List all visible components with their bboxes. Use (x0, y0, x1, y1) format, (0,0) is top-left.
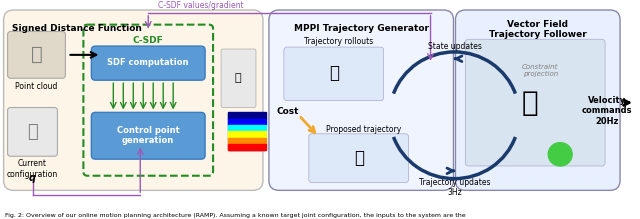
Text: SDF computation: SDF computation (108, 58, 189, 67)
Text: Point cloud: Point cloud (15, 82, 58, 91)
FancyBboxPatch shape (456, 10, 620, 190)
Text: Trajectory rollouts: Trajectory rollouts (304, 37, 373, 46)
FancyBboxPatch shape (92, 46, 205, 80)
Bar (228, 125, 266, 131)
Text: 🖼: 🖼 (31, 45, 42, 64)
Text: q: q (29, 173, 36, 183)
Bar (228, 138, 266, 144)
Text: Control point
generation: Control point generation (117, 126, 180, 145)
FancyBboxPatch shape (8, 108, 58, 156)
Text: Fig. 2: Overview of our online motion planning architecture (RAMP). Assuming a k: Fig. 2: Overview of our online motion pl… (4, 213, 465, 218)
FancyBboxPatch shape (228, 112, 266, 151)
Text: Vector Field
Trajectory Follower: Vector Field Trajectory Follower (489, 20, 587, 39)
Text: 🤖: 🤖 (235, 73, 241, 83)
Text: Constraint
projection: Constraint projection (522, 64, 559, 77)
FancyBboxPatch shape (269, 10, 454, 190)
Text: MPPI Trajectory Generator: MPPI Trajectory Generator (294, 24, 429, 33)
Bar (228, 112, 266, 119)
FancyBboxPatch shape (309, 134, 408, 183)
FancyBboxPatch shape (8, 32, 65, 78)
Text: 🤖: 🤖 (27, 123, 38, 141)
Text: 🦾: 🦾 (522, 89, 539, 117)
Text: Current
configuration: Current configuration (7, 159, 58, 178)
Bar (228, 131, 266, 138)
Circle shape (548, 143, 572, 166)
Text: 🤖: 🤖 (354, 149, 364, 167)
FancyBboxPatch shape (284, 47, 383, 101)
FancyBboxPatch shape (465, 39, 605, 166)
Text: State updates: State updates (428, 42, 481, 51)
Text: Velocity
commands
20Hz: Velocity commands 20Hz (582, 96, 632, 126)
FancyBboxPatch shape (221, 49, 256, 108)
FancyBboxPatch shape (92, 112, 205, 159)
Text: 🤖: 🤖 (329, 64, 339, 82)
Text: Cost: Cost (277, 108, 300, 117)
Text: C-SDF values/gradient: C-SDF values/gradient (158, 1, 244, 10)
Text: Trajectory updates
3Hz: Trajectory updates 3Hz (419, 178, 490, 197)
Text: Signed Distance Function: Signed Distance Function (12, 24, 141, 33)
Bar (228, 119, 266, 125)
Text: Proposed trajectory: Proposed trajectory (326, 125, 401, 134)
Bar (228, 144, 266, 150)
Text: C-SDF: C-SDF (133, 36, 164, 45)
FancyBboxPatch shape (4, 10, 263, 190)
